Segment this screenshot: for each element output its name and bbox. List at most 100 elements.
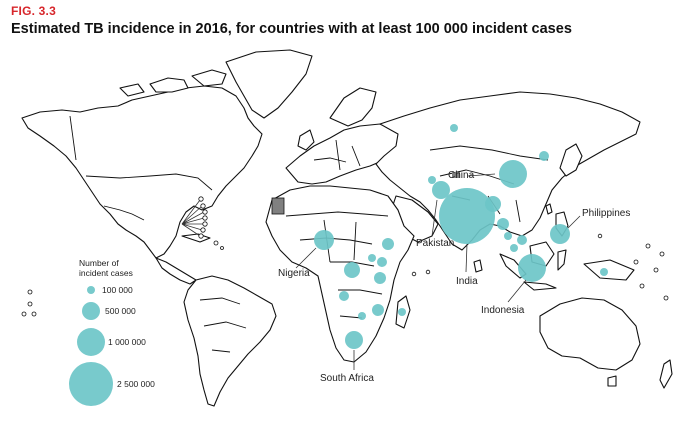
bubble-nigeria [314,230,334,250]
africa-border [285,211,389,217]
western-sahara [271,197,285,215]
bubble-madagascar [398,308,406,316]
label-indonesia: Indonesia [481,305,525,316]
japan [559,143,583,177]
bubble-uganda [368,254,376,262]
pacific-islet [31,311,37,317]
bubble-china [499,160,527,188]
nepal-highlight [452,172,460,178]
pacific-islet [21,311,27,317]
label-pakistan: Pakistan [416,238,454,249]
legend-bubble-100000 [87,286,95,294]
sa-border [199,297,241,305]
leader-philippines [567,215,581,229]
pacific-islet [27,289,33,295]
bubble-cambodia [510,244,518,252]
pacific-islet [639,283,645,289]
label-india: India [456,276,478,287]
cuba [181,233,211,243]
alaska-border [69,115,77,161]
incidence-bubbles [314,124,608,349]
bubble-philippines [550,224,570,244]
label-philippines: Philippines [582,208,630,219]
central-america [155,257,197,285]
greenland [225,49,313,119]
bubble-bangladesh [485,196,501,212]
caribbean-islet [220,246,224,250]
sulawesi [557,249,567,271]
bubble-dr-congo [344,262,360,278]
arctic-island [191,69,227,87]
pacific-islet [597,233,603,239]
bubble-png [600,268,608,276]
bubble-india [439,188,495,244]
pacific-islet [653,267,659,273]
british-isles [297,129,315,151]
legend-label-500000: 500 000 [105,306,136,316]
legend-label-1000000: 1 000 000 [108,337,146,347]
legend-label-100000: 100 000 [102,285,133,295]
new-zealand [659,359,673,389]
africa-border [299,237,373,245]
pacific-islet [663,295,669,301]
bubble-tanzania [374,272,386,284]
sa-border [211,349,231,353]
label-south-africa: South Africa [320,373,374,384]
legend-bubble-2500000 [69,362,113,406]
legend-title-line1: Number of [79,258,119,268]
sri-lanka [473,259,483,273]
pacific-islet [645,243,651,249]
bubble-indonesia [518,254,546,282]
bubble-afghanistan [428,176,436,184]
arctic-island [119,83,145,97]
caribbean-callout [181,196,208,239]
bubble-angola [339,291,349,301]
figure-number: FIG. 3.3 [11,4,56,18]
leader-nigeria [295,247,317,269]
sa-border [203,321,247,329]
caribbean-islet [213,240,219,246]
us-canada-border [85,173,213,191]
bubble-russia [450,124,458,132]
africa-border [338,289,383,295]
bubble-mozambique [372,304,384,316]
bubble-thailand [504,232,512,240]
asia-border [429,145,549,161]
new-guinea [583,259,635,281]
pacific-islet [633,259,639,265]
europe-border [313,139,361,171]
leader-pakistan [431,199,438,237]
bubble-ethiopia [382,238,394,250]
java [523,281,557,291]
north-america-landmass [21,85,263,259]
bubble-dprk [539,151,549,161]
label-china: China [448,170,475,181]
arctic-island [149,77,189,93]
bubble-zimbabwe [358,312,366,320]
bubble-pakistan [432,181,450,199]
label-nigeria: Nigeria [278,268,310,279]
legend-title-line2: incident cases [79,268,133,278]
pacific-islet [659,251,665,257]
leader-china [467,173,496,177]
figure-title: Estimated TB incidence in 2016, for coun… [11,21,572,37]
tasmania [607,375,617,387]
taiwan [545,203,553,215]
south-america-landmass [183,275,277,407]
legend-bubble-500000 [82,302,100,320]
bubble-kenya [377,257,387,267]
pacific-islet [411,271,417,277]
legend-bubble-1000000 [77,328,105,356]
legend-label-2500000: 2 500 000 [117,379,155,389]
leader-india [465,243,468,273]
scandinavia [329,87,377,127]
pacific-islet [27,301,33,307]
legend: Number of incident cases 100 000 500 000… [69,258,155,406]
us-mexico-border [103,205,145,221]
australia [539,297,641,371]
pacific-islet [425,269,431,275]
africa-landmass [265,185,415,363]
leader-indonesia [507,279,527,303]
bubble-viet-nam [517,235,527,245]
